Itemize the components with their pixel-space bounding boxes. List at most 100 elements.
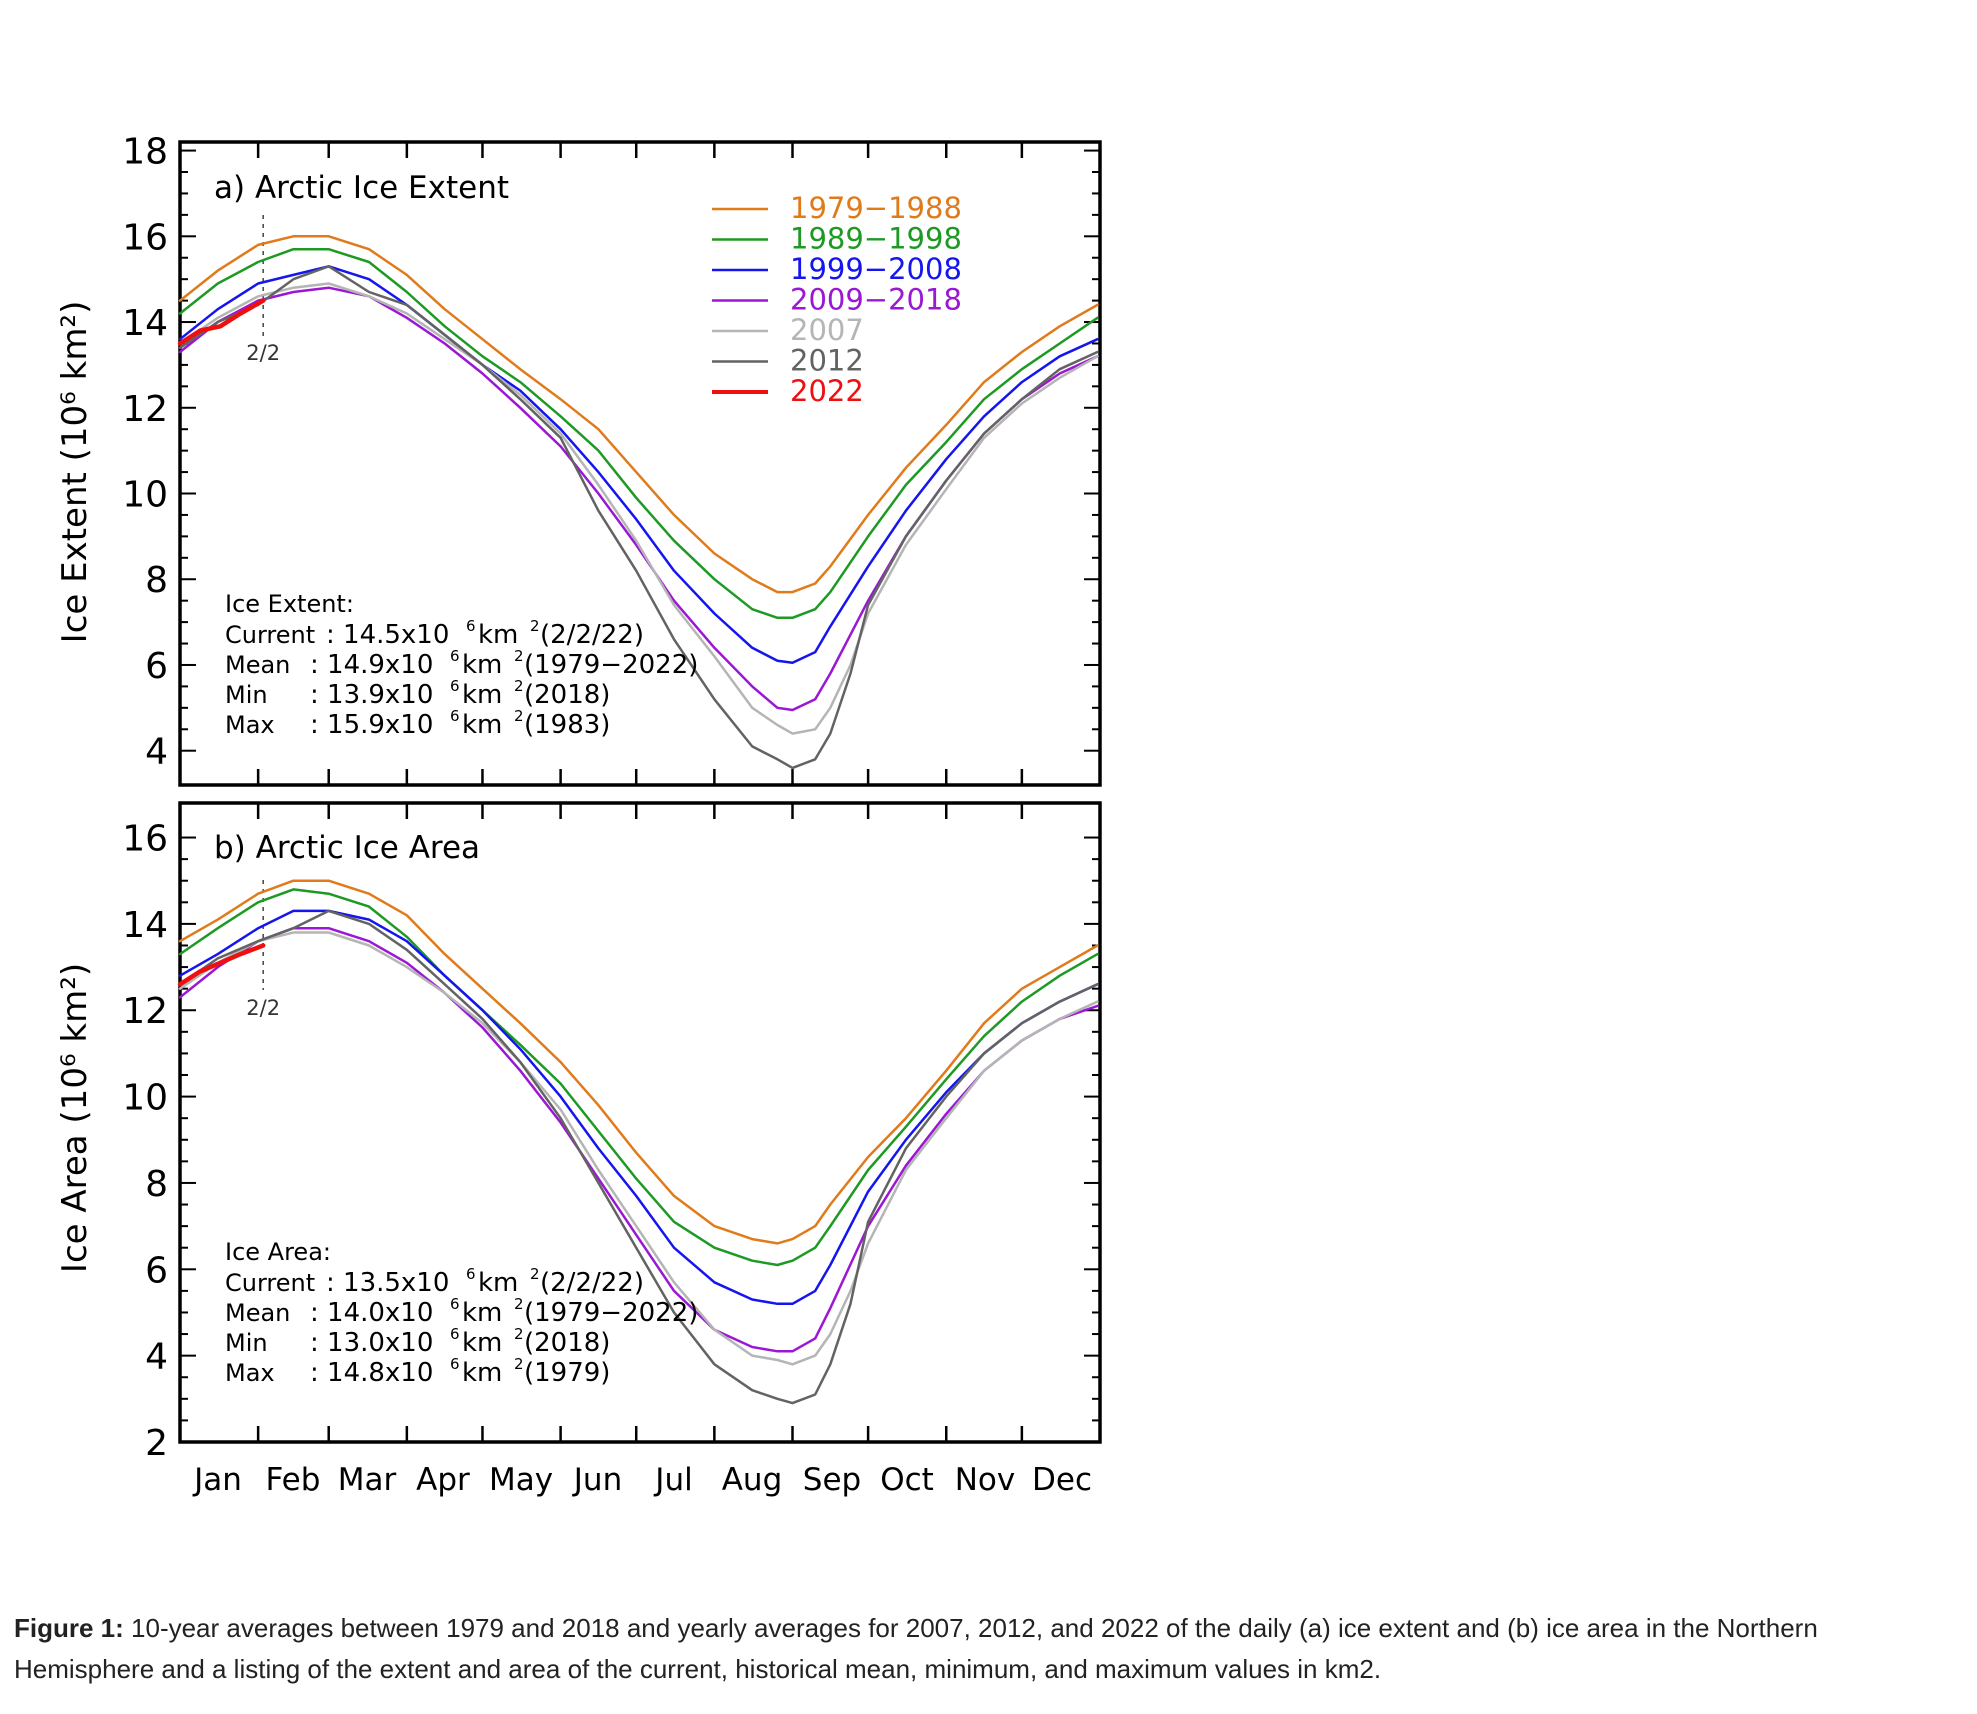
annotation-label: Current [225,1269,315,1297]
annotation-label: Max [225,1359,275,1387]
legend-entry: 1979−1988 [790,191,962,225]
caption-label: Figure 1: [14,1613,124,1643]
month-label: Nov [955,1462,1016,1498]
month-label: Mar [338,1462,397,1498]
series-line-19791988 [178,235,1099,594]
y-tick-label: 8 [145,1164,168,1205]
annotation-exponent: 2 [514,647,524,665]
annotation-date: (2/2/22) [540,1268,644,1298]
series-line-2022 [177,943,266,987]
series-line-19891998 [178,888,1099,1267]
annotation-exponent: 2 [514,707,524,725]
annotation-exponent: 6 [466,617,476,635]
annotation-unit: km [462,1328,502,1358]
series-line-2012 [178,265,1099,770]
annotation-exponent: 6 [450,647,460,665]
annotation-exponent: 2 [514,1355,524,1373]
month-label: Oct [880,1462,934,1498]
panel-title: b) Arctic Ice Area [214,830,480,866]
plot-frame [178,801,1102,1444]
annotation-label: Min [225,1329,268,1357]
y-tick-label: 18 [122,132,168,173]
annotation-unit: km [462,650,502,680]
annotation-unit: km [462,680,502,710]
y-tick-label: 10 [122,475,168,516]
y-tick-label: 2 [145,1423,168,1464]
annotation-unit: km [462,710,502,740]
extent-panel: 4 6 8 10 12 14 16 18 Ice Extent (10⁶ km²) a) Arct… [55,132,1102,787]
y-tick-label: 4 [145,732,168,773]
y-axis-label: Ice Extent (10⁶ km²) [55,301,95,644]
y-tick-label: 14 [122,303,168,344]
annotation-unit: km [462,1298,502,1328]
series-line-19992008 [178,909,1099,1306]
annotation-exponent: 2 [530,617,540,635]
annotation-title: Ice Extent: [225,590,354,618]
annotation-exponent: 2 [514,1295,524,1313]
month-label: May [489,1462,553,1498]
series-line-19891998 [178,247,1099,620]
annotation-value: : 14.8x10 [310,1358,433,1388]
annotation-value: : 14.9x10 [310,650,433,680]
month-label: Jun [572,1462,622,1498]
caption-text: 10-year averages between 1979 and 2018 a… [14,1613,1818,1684]
annotation-value: : 13.5x10 [326,1268,449,1298]
series-line-2012 [178,909,1099,1405]
annotation-exponent: 6 [450,1325,460,1343]
date-marker-label: 2/2 [246,341,280,365]
y-tick-label: 6 [145,646,168,687]
legend-entry: 2022 [790,374,864,408]
y-tick-label: 16 [122,819,168,860]
annotation-value: : 14.0x10 [310,1298,433,1328]
y-axis-label: Ice Area (10⁶ km²) [55,963,95,1273]
figure-caption: Figure 1: 10-year averages between 1979 … [14,1608,1944,1690]
annotation-date: (1983) [524,710,610,740]
annotation-exponent: 6 [450,1295,460,1313]
series-line-2007 [178,282,1099,735]
annotation-date: (2018) [524,680,610,710]
y-tick-label: 14 [122,905,168,946]
annotation-date: (1979−2022) [524,1298,698,1328]
legend-entry: 2012 [790,344,864,378]
annotation-value: : 13.9x10 [310,680,433,710]
series-line-20092018 [178,926,1099,1353]
annotation-exponent: 6 [450,677,460,695]
annotation-exponent: 2 [514,1325,524,1343]
annotation-label: Mean [225,1299,290,1327]
annotation-date: (1979−2022) [524,650,698,680]
legend-entry: 1999−2008 [790,252,962,286]
annotation-date: (1979) [524,1358,610,1388]
month-label: Sep [803,1462,861,1498]
y-tick-label: 8 [145,560,168,601]
series-line-2022 [177,298,266,346]
month-label: Dec [1032,1462,1092,1498]
panel-title: a) Arctic Ice Extent [214,170,509,206]
annotation-exponent: 2 [530,1265,540,1283]
y-tick-label: 6 [145,1250,168,1291]
month-label: Feb [266,1462,321,1498]
series-line-19791988 [178,879,1099,1245]
annotation-label: Max [225,711,275,739]
annotation-value: : 15.9x10 [310,710,433,740]
month-label: Jan [192,1462,242,1498]
annotation-exponent: 6 [466,1265,476,1283]
area-panel: 2 4 6 8 10 12 14 16 Ice Area (10⁶ km²) b) Arctic … [55,801,1102,1498]
annotation-unit: km [478,620,518,650]
annotation-label: Min [225,681,268,709]
annotation-date: (2018) [524,1328,610,1358]
annotation-value: : 13.0x10 [310,1328,433,1358]
annotation-unit: km [478,1268,518,1298]
annotation-title: Ice Area: [225,1238,331,1266]
annotation-exponent: 6 [450,707,460,725]
annotation-date: (2/2/22) [540,620,644,650]
series-line-19992008 [178,265,1099,665]
y-tick-label: 4 [145,1337,168,1378]
annotation-label: Current [225,621,315,649]
annotation-exponent: 2 [514,677,524,695]
annotation-value: : 14.5x10 [326,620,449,650]
y-tick-label: 10 [122,1078,168,1119]
date-marker-label: 2/2 [246,996,280,1020]
legend-entry: 2009−2018 [790,283,962,317]
month-label: Apr [416,1462,470,1498]
